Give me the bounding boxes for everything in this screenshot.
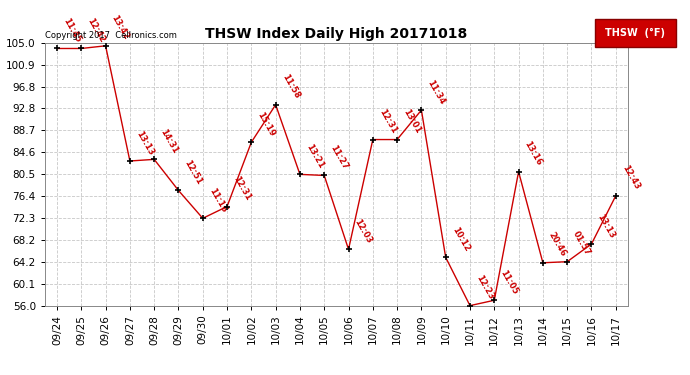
Text: 13:13: 13:13	[134, 129, 155, 157]
Text: 13:16: 13:16	[523, 140, 544, 168]
Text: 15:19: 15:19	[255, 110, 277, 138]
Text: 14:31: 14:31	[158, 128, 179, 155]
Text: 11:58: 11:58	[280, 73, 301, 100]
Text: 13:21: 13:21	[304, 142, 325, 170]
Text: 12:31: 12:31	[377, 108, 398, 135]
Text: THSW  (°F): THSW (°F)	[606, 28, 665, 38]
Text: 12:31: 12:31	[231, 175, 253, 202]
Text: 13:13: 13:13	[595, 212, 617, 240]
Text: 01:57: 01:57	[571, 230, 593, 258]
Text: 11:45: 11:45	[61, 16, 82, 44]
Text: 11:27: 11:27	[328, 144, 350, 171]
Text: 12:42: 12:42	[86, 16, 107, 44]
Text: Copyright 2017  Cellronics.com: Copyright 2017 Cellronics.com	[45, 32, 177, 40]
Text: 13:42: 13:42	[110, 14, 131, 42]
Text: 12:51: 12:51	[183, 159, 204, 186]
Text: 12:03: 12:03	[353, 217, 374, 245]
Text: 10:12: 10:12	[450, 226, 471, 253]
Text: 12:23: 12:23	[474, 274, 495, 302]
Text: 20:46: 20:46	[547, 231, 568, 259]
Text: 11:16: 11:16	[207, 186, 228, 214]
Text: 13:01: 13:01	[402, 108, 422, 135]
Text: 12:43: 12:43	[620, 164, 641, 192]
Text: 11:05: 11:05	[498, 268, 520, 296]
Title: THSW Index Daily High 20171018: THSW Index Daily High 20171018	[205, 27, 468, 40]
Text: 11:34: 11:34	[426, 78, 446, 106]
